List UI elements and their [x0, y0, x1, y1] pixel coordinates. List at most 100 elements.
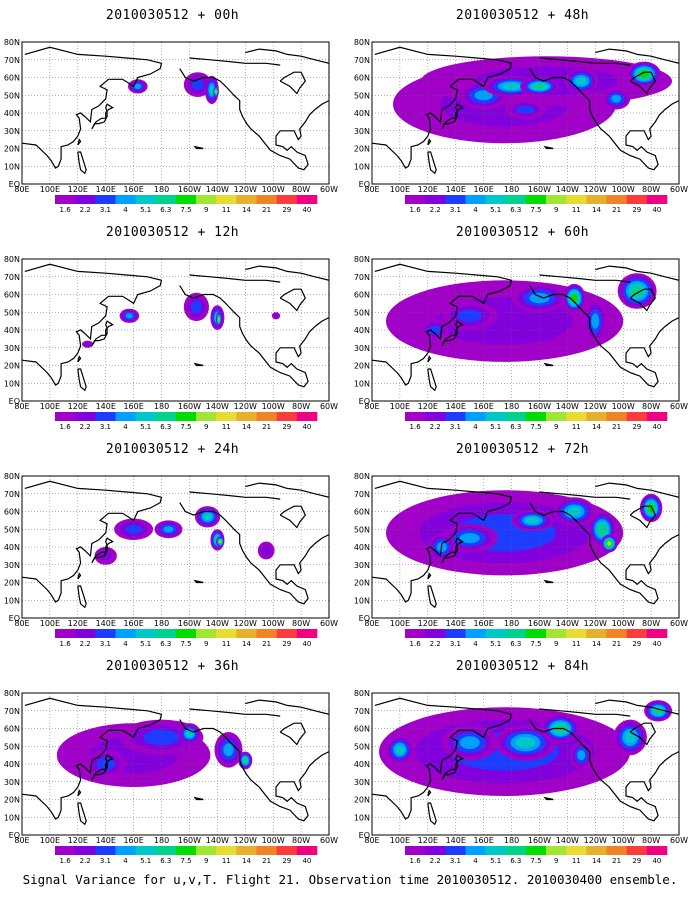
y-tick-label: 80N — [354, 689, 370, 698]
colorbar-label: 6.3 — [510, 857, 521, 865]
colorbar-swatch — [55, 195, 76, 204]
y-tick-label: 30N — [4, 561, 20, 570]
colorbar-swatch — [95, 412, 116, 421]
x-tick-label: 80W — [642, 619, 660, 627]
coastline — [77, 355, 82, 363]
map-panel: 2010030512 + 60h 80E 100E 120E 140E 160E 180 16… — [350, 217, 695, 439]
x-tick-label: 160W — [528, 402, 551, 410]
colorbar-swatch — [465, 846, 486, 855]
colorbar-label: 29 — [282, 640, 291, 648]
y-tick-label: 80N — [4, 689, 20, 698]
variance-contour — [163, 526, 174, 533]
coastline — [22, 263, 163, 386]
colorbar-label: 29 — [282, 206, 291, 214]
x-tick-label: 140W — [206, 836, 229, 844]
colorbar-swatch — [546, 195, 567, 204]
colorbar-label: 5.1 — [490, 423, 501, 431]
colorbar-swatch — [606, 412, 627, 421]
x-tick-label: 100E — [390, 619, 410, 627]
colorbar-swatch — [525, 412, 547, 421]
variance-contour — [209, 85, 214, 95]
coastline — [189, 708, 281, 717]
coastline — [77, 138, 82, 146]
coastline — [543, 145, 554, 150]
colorbar-label: 11 — [572, 206, 581, 214]
colorbar-swatch — [55, 846, 76, 855]
colorbar-swatch — [465, 195, 486, 204]
colorbar-label: 1.6 — [60, 206, 72, 214]
x-tick-label: 80W — [642, 836, 660, 844]
colorbar-swatch — [236, 412, 257, 421]
coastline — [91, 754, 114, 781]
x-tick-label: 180 — [154, 836, 169, 844]
colorbar-swatch — [445, 846, 466, 855]
y-tick-label: 70N — [354, 56, 370, 65]
x-tick-label: 80W — [292, 185, 310, 193]
colorbar-swatch — [646, 412, 668, 421]
panel-title: 2010030512 + 36h — [105, 659, 240, 674]
x-tick-label: 120E — [68, 185, 88, 193]
colorbar-label: 1.6 — [60, 857, 72, 865]
variance-contour — [219, 540, 222, 544]
y-tick-label: 40N — [4, 760, 20, 769]
colorbar-swatch — [485, 195, 507, 204]
variance-contour — [243, 757, 248, 764]
colorbar-swatch — [566, 846, 587, 855]
colorbar-swatch — [296, 412, 318, 421]
variance-map: 80E 100E 120E 140E 160E 180 160W 140W 120W 100W 80… — [4, 38, 338, 193]
colorbar-label: 21 — [262, 857, 271, 865]
colorbar-label: 29 — [632, 857, 641, 865]
colorbar-swatch — [646, 629, 668, 638]
colorbar-label: 2.2 — [430, 206, 441, 214]
y-tick-label: 30N — [354, 561, 370, 570]
x-tick-label: 140W — [206, 402, 229, 410]
panel-title: 2010030512 + 00h — [105, 8, 240, 23]
colorbar-label: 9 — [204, 423, 208, 431]
y-tick-label: 70N — [4, 273, 20, 282]
x-tick-label: 100W — [612, 402, 635, 410]
colorbar-swatch — [95, 846, 116, 855]
colorbar-label: 7.5 — [180, 640, 191, 648]
colorbar-label: 9 — [554, 640, 558, 648]
colorbar-swatch — [646, 195, 668, 204]
map-panel: 2010030512 + 24h 80E 100E 120E 140E 160E 180 16… — [0, 434, 345, 656]
coastline — [427, 138, 432, 146]
coastline — [539, 57, 631, 66]
colorbar-swatch — [405, 629, 426, 638]
x-tick-label: 140E — [96, 619, 116, 627]
y-tick-label: 80N — [354, 472, 370, 481]
variance-contour — [502, 83, 521, 90]
x-tick-label: 80E — [14, 836, 29, 844]
colorbar-label: 5.1 — [140, 640, 151, 648]
colorbar-label: 11 — [222, 423, 231, 431]
y-tick-label: 10N — [354, 596, 370, 605]
colorbar-swatch — [445, 195, 466, 204]
coastline — [629, 722, 657, 746]
colorbar-label: 7.5 — [180, 206, 191, 214]
colorbar-swatch — [115, 412, 136, 421]
colorbar-label: 2.2 — [80, 857, 91, 865]
x-tick-label: 180 — [154, 402, 169, 410]
coastline — [372, 46, 513, 169]
colorbar-swatch — [175, 846, 197, 855]
colorbar-swatch — [276, 846, 298, 855]
colorbar-swatch — [155, 195, 177, 204]
y-tick-label: 20N — [4, 145, 20, 154]
y-tick-label: 10N — [4, 596, 20, 605]
colorbar-label: 4 — [123, 640, 128, 648]
colorbar-swatch — [155, 412, 177, 421]
colorbar-swatch — [606, 195, 627, 204]
x-tick-label: 140W — [556, 185, 579, 193]
x-tick-label: 180 — [154, 619, 169, 627]
x-tick-label: 140W — [556, 836, 579, 844]
coastline — [193, 145, 204, 150]
colorbar-label: 6.3 — [510, 206, 521, 214]
variance-contour — [459, 736, 480, 750]
colorbar-swatch — [425, 195, 446, 204]
colorbar-swatch — [606, 846, 627, 855]
colorbar-label: 40 — [652, 640, 661, 648]
y-tick-label: 20N — [354, 579, 370, 588]
y-tick-label: 40N — [354, 109, 370, 118]
map-frame — [21, 692, 330, 836]
variance-map: 80E 100E 120E 140E 160E 180 160W 140W 120W 100W 80… — [354, 255, 688, 410]
